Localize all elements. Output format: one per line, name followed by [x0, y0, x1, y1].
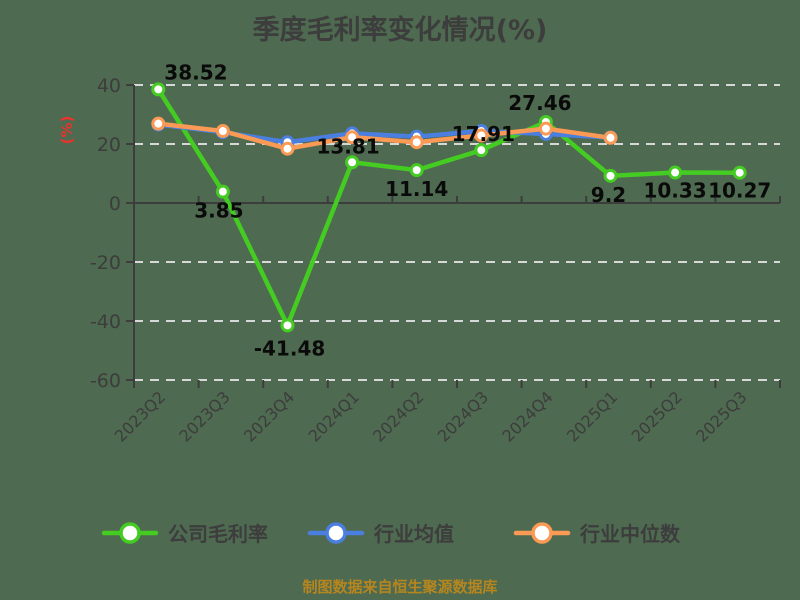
x-tick-label: 2024Q3 [434, 387, 492, 445]
data-point-label: 13.81 [316, 134, 379, 158]
data-point-label: 27.46 [508, 91, 571, 115]
data-point-label: -41.48 [254, 336, 326, 360]
y-tick-label: -40 [90, 311, 121, 333]
data-point-marker [345, 155, 360, 170]
legend-group: 公司毛利率 行业均值 行业中位数 [101, 522, 681, 546]
y-axis-caption: (%) [58, 116, 76, 145]
data-point-label: 38.52 [164, 60, 227, 84]
x-tick-label: 2023Q4 [240, 387, 298, 445]
x-tick-label: 2024Q1 [305, 387, 363, 445]
data-point-marker [603, 130, 618, 145]
data-point-marker [409, 135, 424, 150]
data-point-label: 3.85 [194, 199, 243, 223]
x-tick-label: 2023Q3 [175, 387, 233, 445]
data-point-marker [474, 143, 489, 158]
data-point-label: 17.91 [452, 122, 515, 146]
data-point-marker [538, 121, 553, 136]
legend-marker-1[interactable] [325, 522, 347, 544]
y-tick-label: 20 [97, 134, 121, 156]
data-point-marker [409, 163, 424, 178]
data-point-marker [215, 184, 230, 199]
series-lines-group [156, 87, 742, 328]
data-point-label: 9.2 [591, 183, 626, 207]
data-point-marker [668, 165, 683, 180]
data-point-marker [280, 318, 295, 333]
legend-marker-2[interactable] [531, 522, 553, 544]
data-point-marker [215, 124, 230, 139]
y-tick-label: 0 [109, 193, 121, 215]
series-markers-group [151, 82, 747, 333]
x-tick-label: 2023Q2 [111, 387, 169, 445]
data-point-marker [151, 116, 166, 131]
y-tick-label: 40 [97, 75, 121, 97]
y-axis-group: 40 20 0 -20 -40 -60 (%) [58, 75, 135, 392]
x-tick-label: 2024Q2 [369, 387, 427, 445]
x-tick-label: 2024Q4 [498, 387, 556, 445]
legend-marker-0[interactable] [119, 522, 141, 544]
legend-label-1[interactable]: 行业均值 [373, 522, 454, 546]
data-point-marker [474, 128, 489, 143]
data-point-marker [280, 141, 295, 156]
data-point-label: 11.14 [385, 177, 448, 201]
data-point-marker [151, 82, 166, 97]
x-tick-label: 2025Q1 [563, 387, 621, 445]
data-point-marker [603, 168, 618, 183]
x-tick-label: 2025Q3 [692, 387, 750, 445]
data-point-label: 10.27 [708, 179, 771, 203]
series-line-0 [156, 87, 742, 328]
data-point-label: 10.33 [643, 179, 706, 203]
footer-note: 制图数据来自恒生聚源数据库 [302, 578, 498, 596]
legend-label-0[interactable]: 公司毛利率 [168, 522, 268, 546]
data-point-marker [345, 130, 360, 145]
y-tick-label: -20 [90, 252, 121, 274]
x-tick-label: 2025Q2 [628, 387, 686, 445]
chart-title: 季度毛利率变化情况(%) [252, 15, 548, 46]
data-point-marker [732, 165, 747, 180]
series-line-2 [156, 121, 613, 151]
y-tick-label: -60 [90, 370, 121, 392]
legend-label-2[interactable]: 行业中位数 [579, 522, 681, 546]
